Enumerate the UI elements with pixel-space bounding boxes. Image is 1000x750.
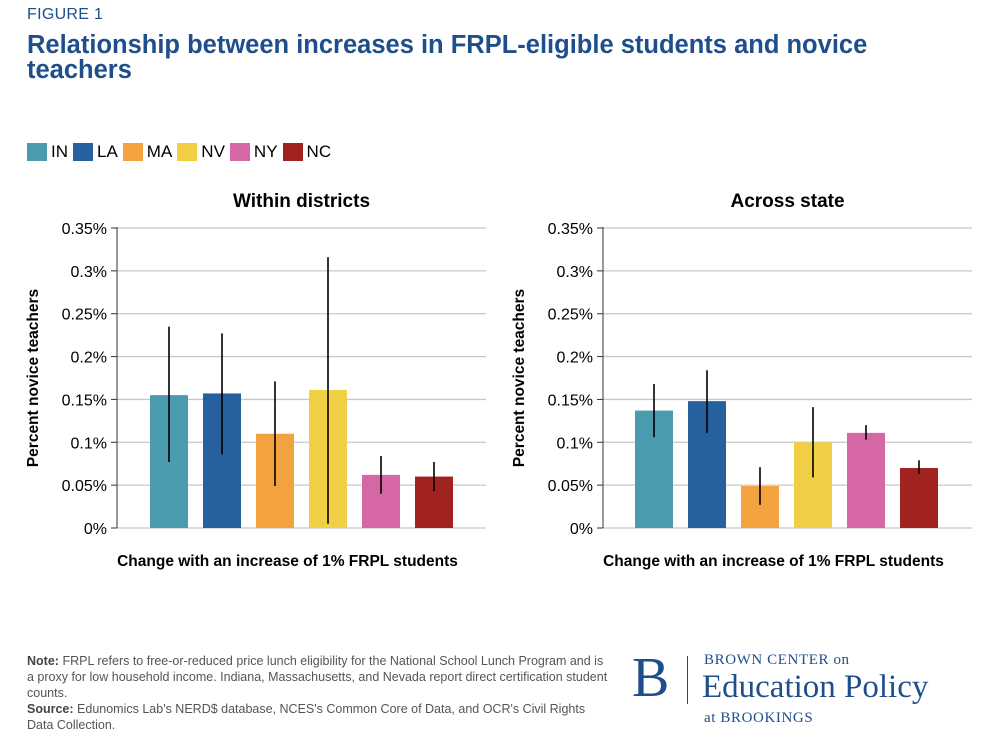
legend-label: NY — [253, 142, 278, 161]
footnote: Note: FRPL refers to free-or-reduced pri… — [27, 653, 612, 733]
y-tick-label: 0% — [570, 521, 593, 538]
legend-swatch — [27, 143, 47, 161]
legend-swatch — [73, 143, 93, 161]
legend-swatch — [122, 143, 143, 161]
y-tick-label: 0.35% — [62, 221, 107, 238]
y-tick-label: 0.05% — [548, 478, 593, 495]
bar-nc — [900, 468, 938, 528]
x-axis-label: Change with an increase of 1% FRPL stude… — [117, 553, 458, 570]
y-axis-label: Percent novice teachers — [511, 289, 528, 467]
figure-label: FIGURE 1 — [27, 6, 104, 23]
legend-item-la: LA — [73, 142, 118, 162]
y-tick-label: 0.2% — [557, 350, 593, 367]
legend: IN LA MA NV NY NC — [27, 141, 336, 163]
legend-item-ma: MA — [122, 142, 173, 162]
logo-line1: BROWN CENTER on — [704, 652, 850, 668]
y-tick-label: 0% — [84, 521, 107, 538]
legend-label: NC — [306, 142, 332, 161]
legend-swatch — [229, 143, 250, 161]
logo-mark: B — [632, 647, 670, 709]
logo-line3: at BROOKINGS — [704, 710, 814, 726]
note-text: FRPL refers to free-or-reduced price lun… — [27, 654, 608, 700]
legend-swatch — [282, 143, 303, 161]
legend-label: LA — [97, 142, 118, 161]
source-text: Edunomics Lab's NERD$ database, NCES's C… — [27, 702, 586, 732]
chart-across-state: 0% 0.05% 0.1% 0.15% 0.2% 0.25% 0.3% 0.35% Across… — [511, 191, 972, 570]
y-tick-label: 0.3% — [71, 264, 107, 281]
y-tick-label: 0.1% — [557, 435, 593, 452]
y-tick-label: 0.25% — [548, 307, 593, 324]
bar-ny — [847, 432, 885, 528]
logo-divider — [687, 656, 688, 704]
y-tick-label: 0.05% — [62, 478, 107, 495]
y-tick-label: 0.25% — [62, 307, 107, 324]
legend-label: IN — [51, 142, 68, 161]
y-tick-label: 0.35% — [548, 221, 593, 238]
legend-item-ny: NY — [229, 142, 278, 162]
panel-title: Within districts — [233, 191, 370, 212]
logo-line2: Education Policy — [702, 669, 929, 705]
legend-item-in: IN — [27, 142, 68, 162]
legend-swatch — [177, 143, 198, 161]
y-tick-label: 0.15% — [548, 392, 593, 409]
y-tick-label: 0.15% — [62, 392, 107, 409]
chart-title: Relationship between increases in FRPL-e… — [27, 31, 868, 84]
y-tick-label: 0.2% — [71, 350, 107, 367]
source-label: Source: — [27, 702, 74, 716]
legend-label: NV — [201, 142, 225, 161]
panel-title: Across state — [730, 191, 844, 212]
y-tick-label: 0.3% — [557, 264, 593, 281]
y-tick-label: 0.1% — [71, 435, 107, 452]
chart-within-districts: 0% 0.05% 0.1% 0.15% 0.2% 0.25% 0.3% 0.35% Within… — [25, 191, 486, 570]
legend-item-nc: NC — [282, 142, 332, 162]
y-axis-label: Percent novice teachers — [25, 289, 42, 467]
legend-label: MA — [146, 142, 173, 161]
brookings-logo: B BROWN CENTER on Education Policy at BR… — [632, 647, 982, 735]
note-label: Note: — [27, 654, 59, 668]
x-axis-label: Change with an increase of 1% FRPL stude… — [603, 553, 944, 570]
legend-item-nv: NV — [177, 142, 225, 162]
